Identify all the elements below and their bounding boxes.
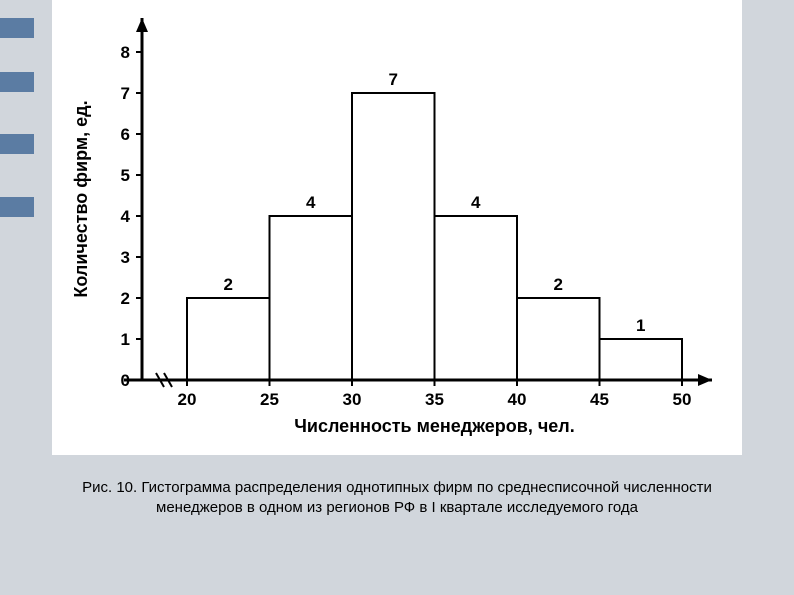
svg-text:40: 40	[508, 390, 527, 409]
svg-text:5: 5	[121, 166, 130, 185]
decor-bar	[0, 72, 34, 92]
svg-text:1: 1	[121, 330, 130, 349]
svg-text:0: 0	[121, 371, 130, 390]
svg-text:Численность менеджеров, чел.: Численность менеджеров, чел.	[294, 416, 574, 436]
svg-text:4: 4	[121, 207, 131, 226]
decor-bar	[0, 197, 34, 217]
svg-text:4: 4	[306, 193, 316, 212]
svg-text:Количество фирм, ед.: Количество фирм, ед.	[71, 100, 91, 297]
figure-caption: Рис. 10. Гистограмма распределения однот…	[55, 478, 739, 519]
svg-text:4: 4	[471, 193, 481, 212]
svg-text:1: 1	[636, 316, 645, 335]
svg-text:50: 50	[673, 390, 692, 409]
svg-text:35: 35	[425, 390, 444, 409]
svg-text:8: 8	[121, 43, 130, 62]
decor-bar	[0, 134, 34, 154]
chart-panel: 24742101234567820253035404550Количество …	[52, 0, 742, 455]
svg-text:2: 2	[121, 289, 130, 308]
svg-text:3: 3	[121, 248, 130, 267]
svg-text:30: 30	[343, 390, 362, 409]
svg-text:45: 45	[590, 390, 609, 409]
svg-text:20: 20	[178, 390, 197, 409]
svg-text:2: 2	[224, 275, 233, 294]
svg-text:25: 25	[260, 390, 279, 409]
svg-text:7: 7	[389, 70, 398, 89]
svg-text:7: 7	[121, 84, 130, 103]
decor-bar	[0, 18, 34, 38]
histogram-chart: 24742101234567820253035404550Количество …	[52, 0, 742, 455]
svg-text:2: 2	[554, 275, 563, 294]
svg-text:6: 6	[121, 125, 130, 144]
